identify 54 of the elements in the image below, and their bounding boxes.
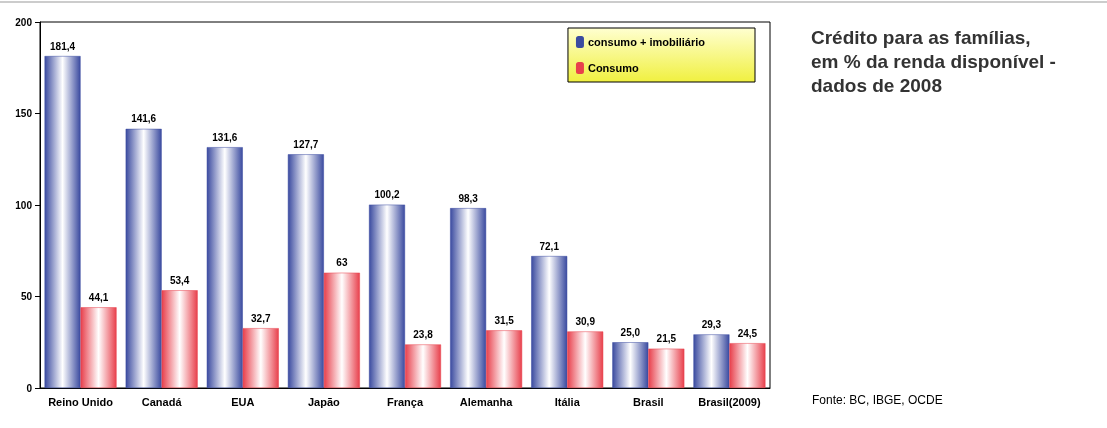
data-label: 181,4 (50, 40, 76, 52)
bar (369, 204, 405, 388)
data-label: 30,9 (575, 315, 596, 327)
bar (693, 334, 730, 388)
data-label: 127,7 (293, 138, 319, 150)
bar (206, 147, 243, 388)
y-tick-label: 200 (15, 16, 33, 28)
data-label: 72,1 (539, 240, 560, 252)
data-label: 31,5 (494, 314, 515, 326)
data-label: 98,3 (458, 192, 479, 204)
bar (125, 128, 162, 388)
x-tick-label: Itália (554, 395, 581, 408)
bar (242, 328, 279, 388)
bar (161, 290, 198, 388)
bar (80, 307, 117, 388)
y-tick-label: 100 (15, 199, 33, 211)
text: Crédito para as famílias, em % da renda disponível - dados de 2008 (811, 26, 1062, 96)
bar (405, 344, 441, 388)
data-label: 131,6 (212, 131, 238, 143)
bar (44, 56, 81, 388)
bar (531, 256, 568, 388)
bar (323, 272, 360, 388)
x-tick-label: Alemanha (459, 395, 514, 408)
x-tick-label: Brasil (633, 395, 664, 408)
data-label: 23,8 (413, 328, 434, 340)
bar (567, 331, 604, 388)
data-label: 32,7 (251, 312, 271, 324)
legend-label: Consumo (587, 62, 639, 74)
data-label: 53,4 (169, 274, 190, 286)
data-label: 44,1 (88, 291, 109, 303)
y-tick-label: 0 (26, 382, 33, 394)
data-label: 25,0 (620, 326, 641, 338)
y-tick-label: 150 (15, 108, 33, 119)
data-label: 21,5 (656, 333, 677, 345)
y-tick-label: 50 (20, 291, 33, 302)
data-label: 29,3 (701, 318, 722, 330)
x-tick-label: Japão (307, 395, 341, 408)
x-tick-label: EUA (231, 395, 255, 408)
bar (612, 342, 649, 388)
bar (287, 154, 324, 388)
data-label: 100,2 (374, 189, 400, 201)
source-note: Fonte: BC, IBGE, OCDE (812, 393, 943, 407)
x-tick-label: Canadá (141, 395, 183, 408)
bar (486, 330, 523, 388)
legend-label: consumo + imobiliário (587, 36, 706, 48)
data-label: 63 (336, 257, 348, 269)
x-tick-label: Reino Unido (48, 395, 114, 408)
bar (729, 343, 766, 388)
data-label: 141,6 (131, 113, 157, 125)
data-label: 24,5 (737, 327, 758, 339)
x-tick-label: França (386, 395, 424, 408)
x-tick-label: Brasil(2009) (698, 395, 761, 408)
bar (648, 348, 685, 388)
bar (450, 208, 487, 388)
